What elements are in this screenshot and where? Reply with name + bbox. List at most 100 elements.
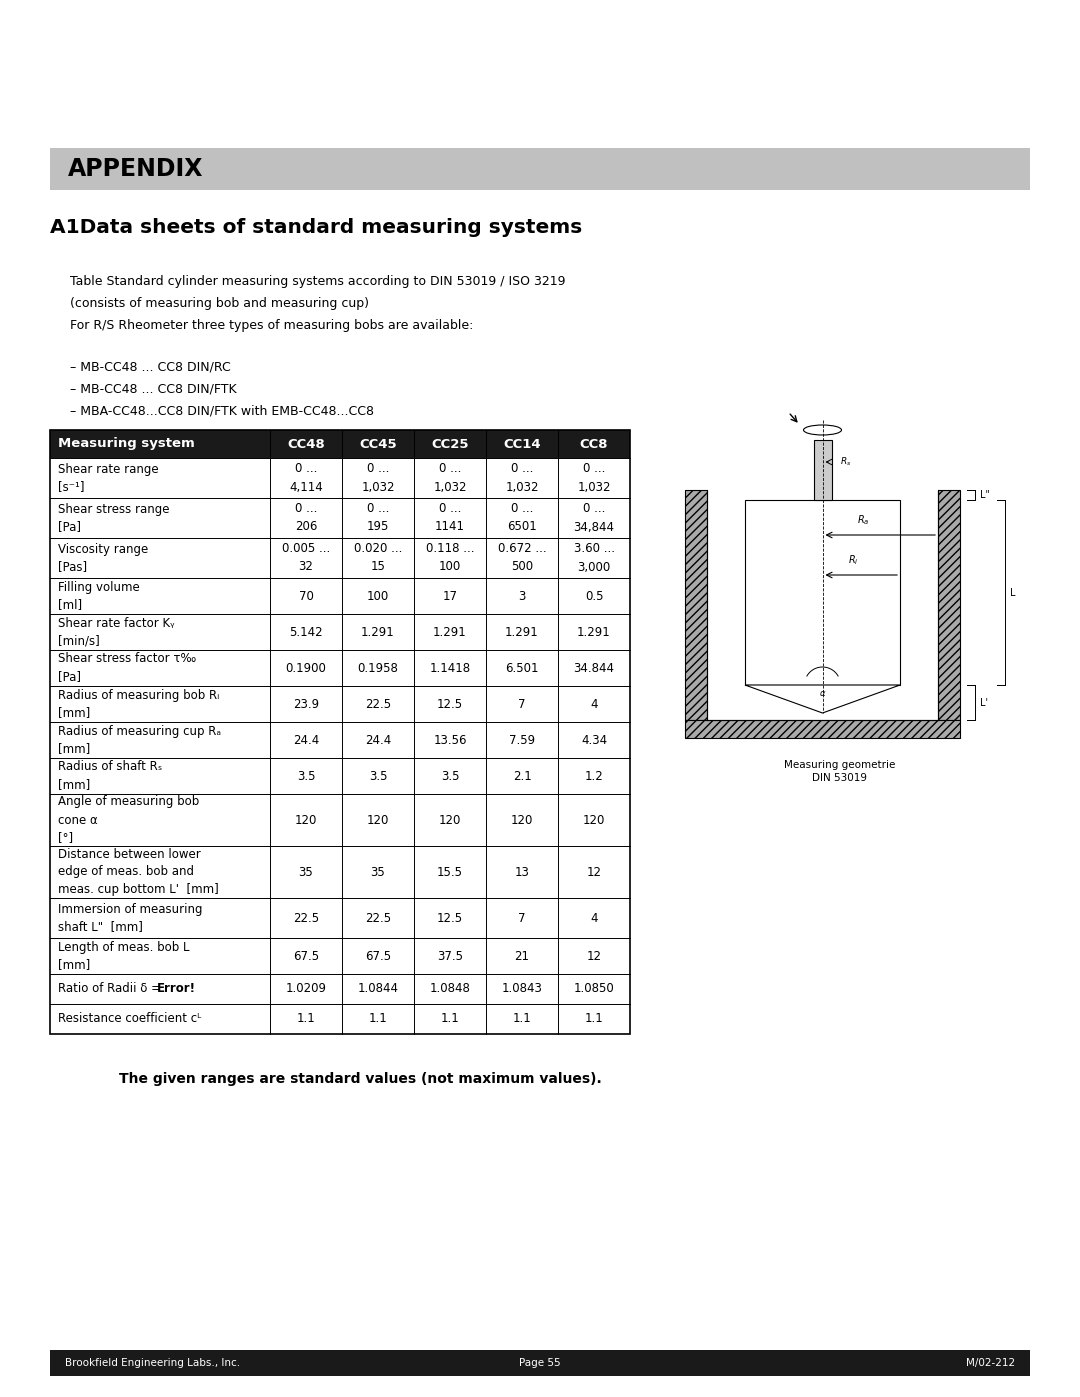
Text: 12: 12	[586, 866, 602, 879]
Text: 1.0844: 1.0844	[357, 982, 399, 996]
Ellipse shape	[804, 425, 841, 434]
Text: [Pa]: [Pa]	[58, 521, 81, 534]
Text: [Pa]: [Pa]	[58, 671, 81, 683]
Text: 12.5: 12.5	[437, 697, 463, 711]
Text: 23.9: 23.9	[293, 697, 319, 711]
Text: [mm]: [mm]	[58, 778, 91, 792]
Text: 4: 4	[591, 911, 597, 925]
Text: R$_s$: R$_s$	[839, 455, 851, 468]
Text: [ml]: [ml]	[58, 598, 82, 612]
Text: 1.1: 1.1	[441, 1013, 459, 1025]
Text: A1Data sheets of standard measuring systems: A1Data sheets of standard measuring syst…	[50, 218, 582, 237]
Bar	[745, 500, 900, 685]
Text: APPENDIX: APPENDIX	[68, 156, 203, 182]
Text: 34.844: 34.844	[573, 662, 615, 675]
Text: 1.2: 1.2	[584, 770, 604, 782]
Bar	[813, 440, 832, 500]
Bar	[685, 490, 707, 719]
Text: 1,032: 1,032	[433, 481, 467, 493]
Text: 3: 3	[518, 590, 526, 602]
Text: 0.1958: 0.1958	[357, 662, 399, 675]
Bar	[50, 430, 630, 458]
Text: Shear rate factor Kᵧ: Shear rate factor Kᵧ	[58, 616, 175, 630]
Text: 1.1: 1.1	[584, 1013, 604, 1025]
Text: 13: 13	[514, 866, 529, 879]
Text: Filling volume: Filling volume	[58, 581, 139, 594]
Text: 70: 70	[298, 590, 313, 602]
Text: 1.0209: 1.0209	[285, 982, 326, 996]
Text: 100: 100	[438, 560, 461, 574]
Text: 0 ...: 0 ...	[511, 503, 534, 515]
Text: 67.5: 67.5	[293, 950, 319, 963]
Text: 0.5: 0.5	[584, 590, 604, 602]
Text: cone α: cone α	[58, 813, 98, 827]
Text: M/02-212: M/02-212	[966, 1358, 1015, 1368]
Text: 3.5: 3.5	[297, 770, 315, 782]
Text: 120: 120	[438, 813, 461, 827]
Text: 1,032: 1,032	[577, 481, 611, 493]
Text: Page 55: Page 55	[519, 1358, 561, 1368]
Text: Error!: Error!	[157, 982, 195, 996]
Text: 15: 15	[370, 560, 386, 574]
Text: 12.5: 12.5	[437, 911, 463, 925]
Text: 3.5: 3.5	[441, 770, 459, 782]
Text: Viscosity range: Viscosity range	[58, 542, 148, 556]
Text: 3.5: 3.5	[368, 770, 388, 782]
Text: 1.1: 1.1	[513, 1013, 531, 1025]
Text: [mm]: [mm]	[58, 958, 91, 971]
Text: 22.5: 22.5	[293, 911, 319, 925]
Text: [s⁻¹]: [s⁻¹]	[58, 481, 84, 493]
Text: 32: 32	[298, 560, 313, 574]
Text: L': L'	[980, 697, 988, 707]
Text: 0.020 ...: 0.020 ...	[354, 542, 402, 556]
Text: 0 ...: 0 ...	[583, 503, 605, 515]
Text: 3.60 ...: 3.60 ...	[573, 542, 615, 556]
Text: [mm]: [mm]	[58, 707, 91, 719]
Text: Radius of measuring cup Rₐ: Radius of measuring cup Rₐ	[58, 725, 221, 738]
Text: CC25: CC25	[431, 437, 469, 450]
Text: L": L"	[980, 490, 990, 500]
Bar	[50, 430, 630, 1034]
Text: 120: 120	[511, 813, 534, 827]
Text: Ratio of Radii δ =: Ratio of Radii δ =	[58, 982, 165, 996]
Text: – MBA-CC48...CC8 DIN/FTK with EMB-CC48...CC8: – MBA-CC48...CC8 DIN/FTK with EMB-CC48..…	[70, 404, 374, 416]
Text: 1.1: 1.1	[297, 1013, 315, 1025]
Text: 1.291: 1.291	[433, 626, 467, 638]
Text: 1141: 1141	[435, 521, 465, 534]
Text: α: α	[820, 689, 825, 697]
Text: 0 ...: 0 ...	[367, 462, 389, 475]
Text: 0 ...: 0 ...	[295, 462, 318, 475]
Text: (consists of measuring bob and measuring cup): (consists of measuring bob and measuring…	[70, 298, 369, 310]
Text: Distance between lower: Distance between lower	[58, 848, 201, 861]
Text: CC48: CC48	[287, 437, 325, 450]
Polygon shape	[745, 685, 900, 712]
Text: 0.672 ...: 0.672 ...	[498, 542, 546, 556]
Text: CC45: CC45	[360, 437, 396, 450]
Text: 6.501: 6.501	[505, 662, 539, 675]
Bar	[939, 490, 960, 719]
Text: 1.1418: 1.1418	[430, 662, 471, 675]
Bar	[50, 1350, 1030, 1376]
Text: 0 ...: 0 ...	[295, 503, 318, 515]
Text: 1.291: 1.291	[577, 626, 611, 638]
Text: – MB-CC48 ... CC8 DIN/FTK: – MB-CC48 ... CC8 DIN/FTK	[70, 381, 237, 395]
Text: 6501: 6501	[508, 521, 537, 534]
Text: Resistance coefficient cᴸ: Resistance coefficient cᴸ	[58, 1013, 201, 1025]
Text: The given ranges are standard values (not maximum values).: The given ranges are standard values (no…	[119, 1071, 602, 1085]
Text: Radius of shaft Rₛ: Radius of shaft Rₛ	[58, 760, 162, 774]
Text: 120: 120	[367, 813, 389, 827]
Text: L: L	[1010, 588, 1015, 598]
Text: 4,114: 4,114	[289, 481, 323, 493]
Text: 7.59: 7.59	[509, 733, 535, 746]
Text: 1.291: 1.291	[505, 626, 539, 638]
Bar	[50, 148, 1030, 190]
Text: 1.0843: 1.0843	[501, 982, 542, 996]
Text: 21: 21	[514, 950, 529, 963]
Text: 1.1: 1.1	[368, 1013, 388, 1025]
Text: [°]: [°]	[58, 831, 73, 845]
Text: Angle of measuring bob: Angle of measuring bob	[58, 795, 199, 809]
Text: 0.1900: 0.1900	[285, 662, 326, 675]
Text: 0.118 ...: 0.118 ...	[426, 542, 474, 556]
Text: 100: 100	[367, 590, 389, 602]
Text: 120: 120	[295, 813, 318, 827]
